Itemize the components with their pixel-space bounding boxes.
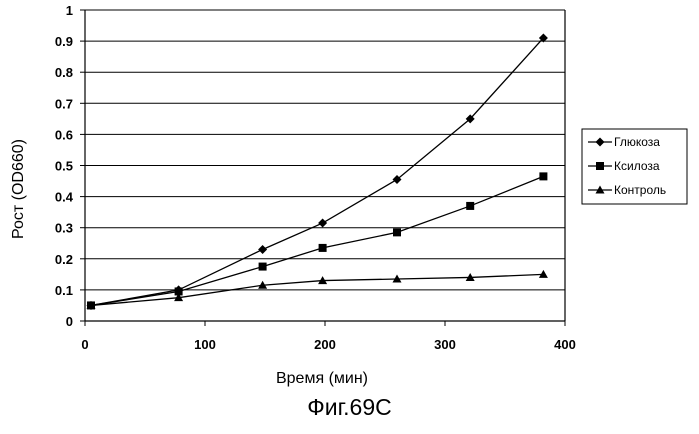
x-tick-labels: 0 100 200 300 400 (81, 337, 575, 352)
data-point (319, 244, 327, 252)
series-layer (87, 33, 548, 309)
y-tick-label: 0.4 (55, 190, 74, 205)
data-point (466, 202, 474, 210)
y-tick-label: 0 (66, 314, 73, 329)
x-tick-label: 100 (194, 337, 216, 352)
y-tick-label: 0.1 (55, 283, 73, 298)
x-tick-label: 400 (554, 337, 576, 352)
figure-caption: Фиг.69C (0, 394, 699, 421)
series-diamond (87, 33, 548, 309)
x-tick-label: 200 (314, 337, 336, 352)
legend-label: Глюкоза (614, 135, 660, 149)
y-tick-label: 0.8 (55, 65, 73, 80)
x-tick-label: 300 (434, 337, 456, 352)
y-tick-labels: 0 0.1 0.2 0.3 0.4 0.5 0.6 0.7 0.8 0.9 1 (55, 3, 74, 329)
y-tick-label: 0.3 (55, 221, 73, 236)
series-line (91, 176, 543, 305)
y-tick-label: 0.9 (55, 34, 73, 49)
y-tick-label: 0.6 (55, 127, 73, 142)
legend-label: Контроль (614, 183, 666, 197)
data-point (259, 263, 267, 271)
y-tick-label: 0.2 (55, 252, 73, 267)
x-tick-label: 0 (81, 337, 88, 352)
legend-label: Ксилоза (614, 159, 660, 173)
data-point (539, 172, 547, 180)
y-axis-title: Рост (OD660) (10, 139, 27, 239)
x-axis-title: Время (мин) (276, 370, 368, 387)
y-tick-label: 0.7 (55, 96, 73, 111)
data-point (258, 245, 267, 254)
y-tick-label: 0.5 (55, 159, 73, 174)
data-point (393, 228, 401, 236)
series-line (91, 38, 543, 305)
series-square (87, 172, 547, 309)
y-tick-label: 1 (66, 3, 73, 18)
legend: Глюкоза Ксилоза Контроль (582, 129, 687, 204)
legend-marker (596, 162, 604, 170)
data-point (318, 219, 327, 228)
